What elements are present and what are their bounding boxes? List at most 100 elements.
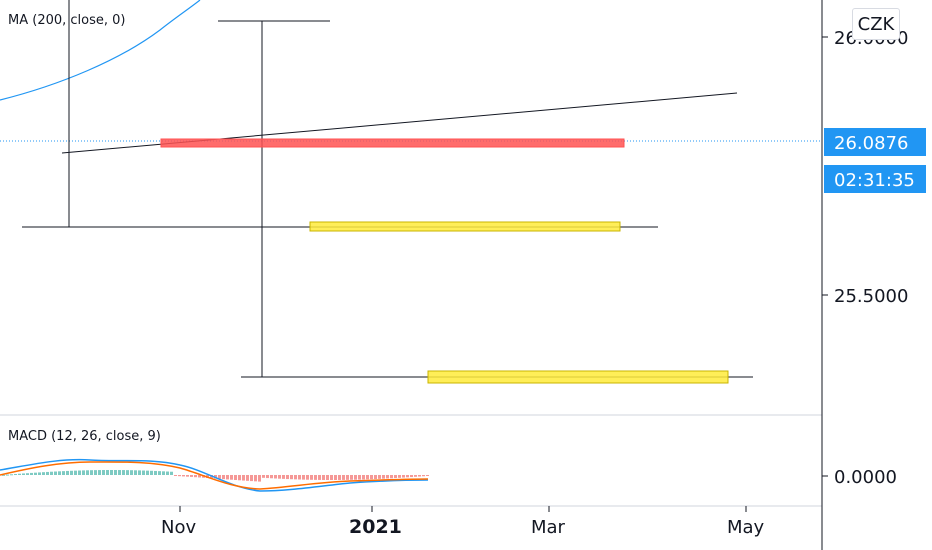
macd-histogram-bar [170,471,173,475]
macd-histogram-bar [378,475,381,479]
macd-histogram-bar [42,472,45,475]
last-price-value: 26.0876 [834,133,908,154]
macd-histogram-bar [162,471,165,475]
macd-histogram-bar [270,475,273,479]
signal-line[interactable] [0,461,429,490]
macd-histogram-bar [130,470,133,475]
macd-histogram-bar [330,475,333,480]
macd-histogram-bar [2,474,5,476]
macd-histogram-bar [38,472,41,475]
macd-histogram-bar [174,475,177,476]
macd-histogram-bar [410,475,413,478]
macd-histogram-bar [178,475,181,477]
macd-histogram-bar [382,475,385,479]
macd-histogram-bar [90,470,93,475]
macd-histogram-bar [74,470,77,475]
macd-histogram-bar [26,473,29,475]
time-label-2021: 2021 [349,516,402,538]
macd-histogram-bar [426,475,429,476]
macd-histogram-bar [254,475,257,482]
time-label-may: May [727,517,765,538]
macd-histogram-bar [154,470,157,475]
macd-histogram-bar [366,475,369,480]
macd-histogram-bar [230,475,233,480]
macd-histogram-bar [402,475,405,478]
macd-histogram-bar [298,475,301,480]
currency-button[interactable]: CZK [852,8,900,40]
macd-histogram-bar [394,475,397,479]
macd-histogram-bar [358,475,361,480]
macd-histogram-bar [94,470,97,475]
macd-histogram-bar [422,475,425,477]
macd-histogram-bar [214,475,217,479]
macd-histogram-bar [406,475,409,478]
macd-histogram-bar [98,470,101,475]
macd-histogram-bar [126,470,129,475]
macd-histogram-bar [326,475,329,480]
macd-histogram-bar [110,470,113,475]
macd-histogram-bar [418,475,421,477]
macd-histogram-bar [142,470,145,475]
macd-line[interactable] [0,458,429,492]
macd-histogram-bar [310,475,313,480]
target-zone-2[interactable] [427,370,729,384]
macd-histogram-bar [158,471,161,475]
macd-histogram-bar [194,475,197,478]
macd-histogram-bar [10,474,13,476]
macd-histogram-bar [66,470,69,475]
target-zone-1[interactable] [309,221,621,232]
macd-histogram-bar [18,473,21,475]
macd-histogram-bar [342,475,345,480]
macd-histogram-bar [350,475,353,480]
macd-histogram-bar [334,475,337,480]
macd-histogram-bar [322,475,325,480]
price-label-macd-0: 0.0000 [834,467,897,488]
macd-histogram-bar [346,475,349,480]
macd-histogram-bar [226,475,229,480]
macd-histogram-bar [150,470,153,475]
macd-histogram-bar [362,475,365,480]
macd-histogram-bar [386,475,389,479]
countdown-tag [824,165,926,193]
ma-200-line[interactable] [0,0,201,101]
macd-histogram-bar [6,474,9,476]
macd-histogram-bar [390,475,393,479]
macd-histogram-bar [166,471,169,475]
macd-histogram-bar [338,475,341,480]
macd-histogram-bar [138,470,141,475]
macd-histogram-bar [414,475,417,477]
macd-histogram-bar [306,475,309,480]
macd-histogram-bar [250,475,253,482]
macd-histogram-bar [78,470,81,475]
macd-histogram-bar [302,475,305,480]
macd-histogram-bar [242,475,245,481]
macd-histogram-bar [318,475,321,480]
macd-histogram[interactable] [2,470,429,482]
macd-histogram-bar [122,470,125,475]
macd-histogram-bar [354,475,357,480]
macd-histogram-bar [238,475,241,481]
macd-legend[interactable]: MACD (12, 26, close, 9) [8,429,161,444]
time-label-mar: Mar [531,517,566,538]
ma-legend[interactable]: MA (200, close, 0) [8,13,125,28]
macd-histogram-bar [290,475,293,480]
macd-histogram-bar [222,475,225,480]
macd-histogram-bar [258,475,261,482]
last-price-tag [824,128,926,156]
macd-histogram-bar [30,472,33,475]
macd-histogram-bar [102,470,105,475]
macd-histogram-bar [58,471,61,475]
macd-histogram-bar [398,475,401,478]
macd-histogram-bar [86,470,89,475]
countdown-value: 02:31:35 [834,170,915,191]
macd-histogram-bar [182,475,185,477]
support-zone[interactable] [160,138,625,148]
macd-histogram-bar [190,475,193,477]
macd-histogram-bar [118,470,121,475]
macd-histogram-bar [70,470,73,475]
macd-histogram-bar [314,475,317,480]
macd-histogram-bar [198,475,201,478]
macd-histogram-bar [46,471,49,475]
macd-histogram-bar [50,471,53,475]
